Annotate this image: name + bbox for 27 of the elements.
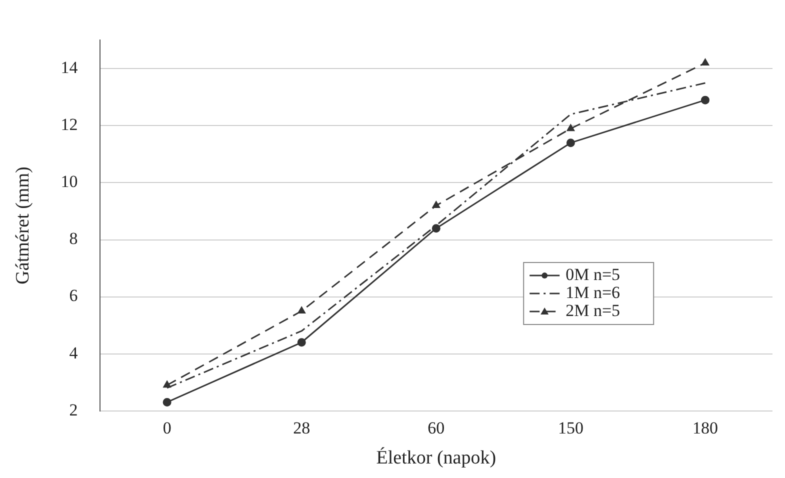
legend-label: 1M n=6 xyxy=(566,283,620,302)
point xyxy=(297,338,306,347)
point xyxy=(432,224,440,233)
y-tick-label: 8 xyxy=(69,229,78,248)
x-tick-label: 28 xyxy=(293,418,310,438)
x-tick-label: 60 xyxy=(428,418,445,438)
y-tick-label: 2 xyxy=(69,400,78,420)
x-tick-label: 180 xyxy=(692,418,718,438)
y-tick-label: 10 xyxy=(60,172,78,192)
point xyxy=(162,398,172,406)
legend-label: 2M n=5 xyxy=(566,301,620,320)
point xyxy=(163,380,171,388)
point xyxy=(700,96,710,104)
x-tick-label: 150 xyxy=(558,418,584,438)
y-tick-label: 14 xyxy=(60,58,78,78)
point xyxy=(298,306,306,314)
point xyxy=(566,138,575,148)
y-tick-label: 6 xyxy=(69,286,78,306)
y-tick-label: 4 xyxy=(69,343,78,362)
y-tick-label: 12 xyxy=(60,115,78,134)
x-tick-label: 0 xyxy=(162,418,172,438)
point xyxy=(432,201,440,208)
y-axis-title: Gátméret (mm) xyxy=(12,166,34,284)
legend-label: 0M n=5 xyxy=(566,265,620,284)
point xyxy=(566,124,574,132)
point xyxy=(701,58,710,66)
x-axis-title: Életkor (napok) xyxy=(376,446,496,469)
